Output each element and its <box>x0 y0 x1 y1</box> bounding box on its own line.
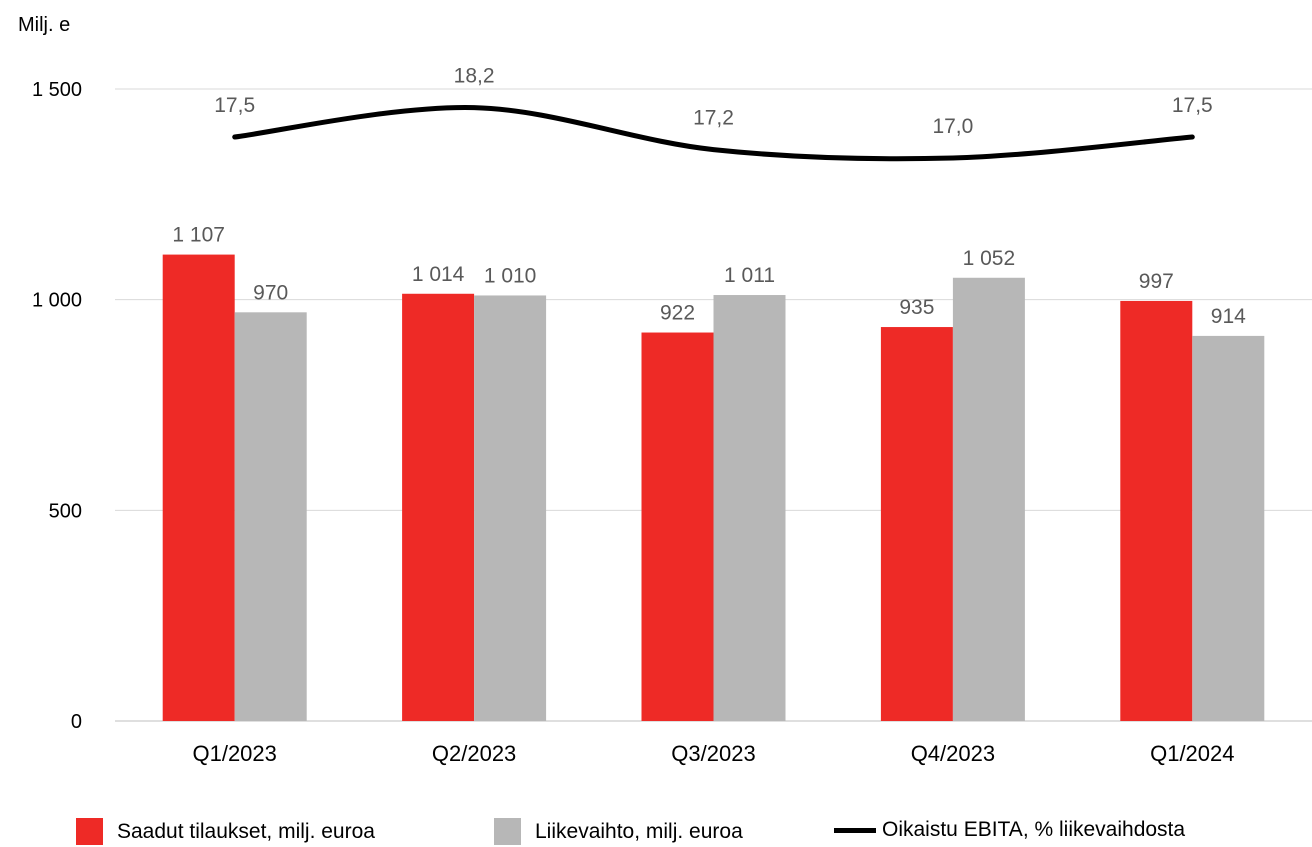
bar-data-label: 1 011 <box>724 264 775 287</box>
legend-line-ebita <box>834 827 876 833</box>
legend: Saadut tilaukset, milj. euroa Liikevaiht… <box>0 818 1312 846</box>
ebita-line <box>232 105 1195 162</box>
bar-orders <box>162 254 235 722</box>
bar-revenue <box>474 295 547 721</box>
y-axis-ticks: 0 500 1 000 1 500 <box>32 79 82 733</box>
line-data-label: 17,5 <box>1172 94 1213 117</box>
bar-data-label: 914 <box>1211 305 1246 328</box>
y-axis-unit-label: Milj. e <box>18 14 71 36</box>
legend-item-orders: Saadut tilaukset, milj. euroa <box>76 818 375 845</box>
bar-data-label: 1 014 <box>412 263 465 286</box>
y-tick-label: 1 000 <box>32 290 82 312</box>
bar-data-label: 922 <box>660 302 695 325</box>
x-tick-label: Q3/2023 <box>671 741 755 766</box>
legend-swatch-revenue <box>494 818 521 845</box>
y-tick-label: 500 <box>49 500 82 522</box>
combo-chart: 0 500 1 000 1 500 1 107 970 1 014 1 010 922 1 01… <box>32 65 1312 766</box>
bar-revenue <box>234 312 307 721</box>
x-tick-label: Q2/2023 <box>432 741 516 766</box>
y-tick-label: 1 500 <box>32 79 82 101</box>
legend-label-revenue: Liikevaihto, milj. euroa <box>535 819 743 843</box>
bar-data-label: 1 052 <box>963 247 1016 270</box>
ebita-line-series <box>232 105 1195 162</box>
bar-orders <box>1120 300 1193 721</box>
x-tick-label: Q4/2023 <box>911 741 995 766</box>
bar-data-label: 1 107 <box>172 224 225 247</box>
x-tick-label: Q1/2024 <box>1150 741 1234 766</box>
x-tick-label: Q1/2023 <box>192 741 276 766</box>
bar-data-label: 935 <box>899 296 934 319</box>
bars <box>162 254 1265 722</box>
bar-data-label: 970 <box>253 281 288 304</box>
line-data-labels: 17,5 18,2 17,2 17,0 17,5 <box>214 65 1212 138</box>
bar-data-labels: 1 107 970 1 014 1 010 922 1 011 935 1 052 997 914 <box>172 224 1246 328</box>
line-data-label: 18,2 <box>454 65 495 88</box>
x-axis-ticks: Q1/2023 Q2/2023 Q3/2023 Q4/2023 Q1/2024 <box>192 741 1234 766</box>
legend-item-revenue: Liikevaihto, milj. euroa <box>494 818 743 845</box>
bar-revenue <box>1192 335 1265 721</box>
bar-orders <box>402 293 475 721</box>
y-tick-label: 0 <box>71 711 82 733</box>
line-data-label: 17,2 <box>693 107 734 130</box>
bar-data-label: 997 <box>1139 270 1174 293</box>
line-data-label: 17,0 <box>932 115 973 138</box>
bar-orders <box>641 332 714 721</box>
line-data-label: 17,5 <box>214 94 255 117</box>
legend-swatch-orders <box>76 818 103 845</box>
bar-data-label: 1 010 <box>484 264 537 287</box>
bar-revenue <box>952 277 1025 721</box>
bar-orders <box>880 327 953 721</box>
legend-label-orders: Saadut tilaukset, milj. euroa <box>117 819 375 843</box>
bar-revenue <box>713 295 786 721</box>
legend-item-ebita: Oikaistu EBITA, % liikevaihdosta <box>834 818 1185 842</box>
legend-label-ebita: Oikaistu EBITA, % liikevaihdosta <box>882 818 1186 841</box>
